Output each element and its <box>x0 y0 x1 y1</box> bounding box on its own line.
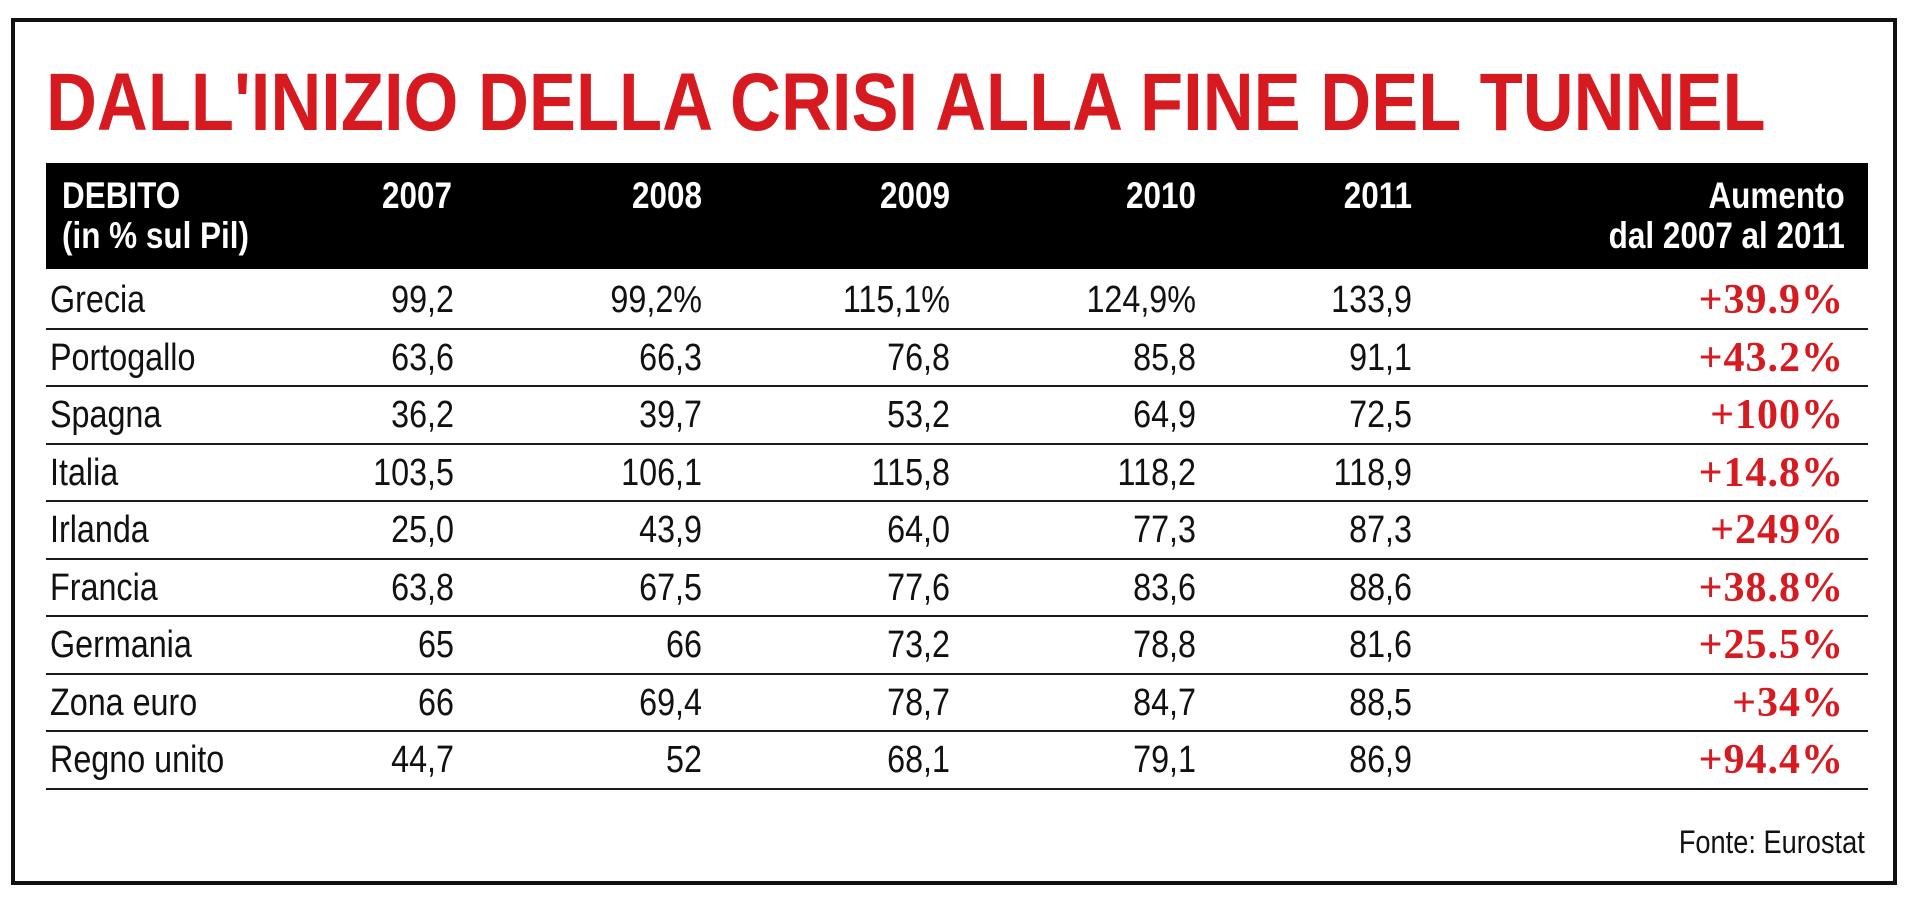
header-year-2011: 2011 <box>1343 175 1412 216</box>
value-cell-2011: 133,9 <box>1331 279 1412 321</box>
value-cell-2009: 68,1 <box>887 739 950 781</box>
country-cell: Spagna <box>50 394 162 436</box>
value-cell-2010: 77,3 <box>1133 509 1196 551</box>
value-cell-2011: 72,5 <box>1349 394 1412 436</box>
table-row: Spagna 36,2 39,7 53,2 64,9 72,5 +100% <box>46 387 1868 445</box>
value-cell-2007: 25,0 <box>391 509 454 551</box>
table-row: Regno unito 44,7 52 68,1 79,1 86,9 +94.4% <box>46 732 1868 790</box>
table-row: Italia 103,5 106,1 115,8 118,2 118,9 +14.8% <box>46 445 1868 502</box>
country-cell: Germania <box>50 624 192 666</box>
header-year-2009: 2009 <box>880 175 950 216</box>
value-cell-2008: 69,4 <box>639 681 702 724</box>
value-cell-2009: 78,7 <box>887 681 950 724</box>
table-header <box>46 163 1868 269</box>
value-cell-2009: 64,0 <box>887 509 950 551</box>
value-cell-2011: 87,3 <box>1349 509 1412 551</box>
infographic-frame <box>11 18 1897 885</box>
header-debt-line1: DEBITO <box>62 175 181 216</box>
value-cell-2010: 64,9 <box>1133 394 1196 436</box>
increase-cell: +25.5% <box>1698 622 1844 668</box>
value-cell-2008: 52 <box>666 739 702 781</box>
value-cell-2010: 83,6 <box>1133 566 1196 609</box>
table-row: Portogallo 63,6 66,3 76,8 85,8 91,1 +43.2% <box>46 330 1868 387</box>
header-increase-label: Aumento dal 2007 al 2011 <box>1609 176 1845 256</box>
chart-title: DALL'INIZIO DELLA CRISI ALLA FINE DEL TU… <box>46 57 1766 148</box>
value-cell-2007: 63,8 <box>391 566 454 609</box>
header-debt-label: DEBITO (in % sul Pil) <box>62 176 249 256</box>
country-cell: Regno unito <box>50 739 225 781</box>
table-row: Irlanda 25,0 43,9 64,0 77,3 87,3 +249% <box>46 502 1868 560</box>
table-row: Zona euro 66 69,4 78,7 84,7 88,5 +34% <box>46 675 1868 732</box>
increase-cell: +38.8% <box>1698 564 1844 611</box>
table-row: Francia 63,8 67,5 77,6 83,6 88,6 +38.8% <box>46 560 1868 617</box>
value-cell-2008: 106,1 <box>621 451 702 494</box>
value-cell-2010: 85,8 <box>1133 336 1196 379</box>
value-cell-2008: 99,2% <box>610 279 702 321</box>
country-cell: Italia <box>50 451 119 494</box>
value-cell-2007: 65 <box>418 624 454 666</box>
value-cell-2010: 118,2 <box>1117 451 1196 494</box>
header-increase-line1: Aumento <box>1708 175 1845 216</box>
value-cell-2007: 36,2 <box>391 394 454 436</box>
increase-cell: +14.8% <box>1698 449 1844 496</box>
value-cell-2007: 103,5 <box>373 451 454 494</box>
value-cell-2007: 44,7 <box>391 739 454 781</box>
country-cell: Zona euro <box>50 681 198 724</box>
value-cell-2011: 88,6 <box>1349 566 1412 609</box>
value-cell-2008: 66,3 <box>639 336 702 379</box>
increase-cell: +100% <box>1710 392 1844 438</box>
header-year-2010: 2010 <box>1126 175 1196 216</box>
value-cell-2007: 66 <box>418 681 454 724</box>
value-cell-2010: 84,7 <box>1133 681 1196 724</box>
header-debt-line2: (in % sul Pil) <box>62 215 249 256</box>
country-cell: Irlanda <box>50 509 149 551</box>
country-cell: Grecia <box>50 279 146 321</box>
value-cell-2011: 88,5 <box>1349 681 1412 724</box>
header-increase-line2: dal 2007 al 2011 <box>1608 215 1845 256</box>
header-year-2008: 2008 <box>632 175 702 216</box>
value-cell-2011: 118,9 <box>1333 451 1412 494</box>
increase-cell: +43.2% <box>1698 334 1844 381</box>
value-cell-2008: 39,7 <box>639 394 702 436</box>
value-cell-2010: 78,8 <box>1133 624 1196 666</box>
value-cell-2008: 67,5 <box>639 566 702 609</box>
value-cell-2010: 79,1 <box>1133 739 1196 781</box>
country-cell: Portogallo <box>50 336 196 379</box>
source-note: Fonte: Eurostat <box>1679 824 1865 860</box>
increase-cell: +34% <box>1732 679 1844 726</box>
increase-cell: +249% <box>1710 507 1844 553</box>
value-cell-2009: 73,2 <box>887 624 950 666</box>
value-cell-2010: 124,9% <box>1086 279 1196 321</box>
table-body: Grecia 99,2 99,2% 115,1% 124,9% 133,9 +39.9% Po… <box>46 272 1868 790</box>
value-cell-2009: 115,8 <box>871 451 950 494</box>
value-cell-2008: 43,9 <box>639 509 702 551</box>
value-cell-2011: 81,6 <box>1349 624 1412 666</box>
increase-cell: +94.4% <box>1698 737 1844 783</box>
value-cell-2009: 115,1% <box>842 279 950 321</box>
country-cell: Francia <box>50 566 158 609</box>
value-cell-2009: 76,8 <box>887 336 950 379</box>
value-cell-2009: 77,6 <box>887 566 950 609</box>
value-cell-2007: 63,6 <box>391 336 454 379</box>
header-year-2007: 2007 <box>382 175 452 216</box>
value-cell-2011: 86,9 <box>1349 739 1412 781</box>
value-cell-2008: 66 <box>666 624 702 666</box>
value-cell-2007: 99,2 <box>391 279 454 321</box>
value-cell-2011: 91,1 <box>1349 336 1412 379</box>
table-row: Germania 65 66 73,2 78,8 81,6 +25.5% <box>46 617 1868 675</box>
increase-cell: +39.9% <box>1698 277 1844 323</box>
table-row: Grecia 99,2 99,2% 115,1% 124,9% 133,9 +39.9% <box>46 272 1868 330</box>
value-cell-2009: 53,2 <box>887 394 950 436</box>
